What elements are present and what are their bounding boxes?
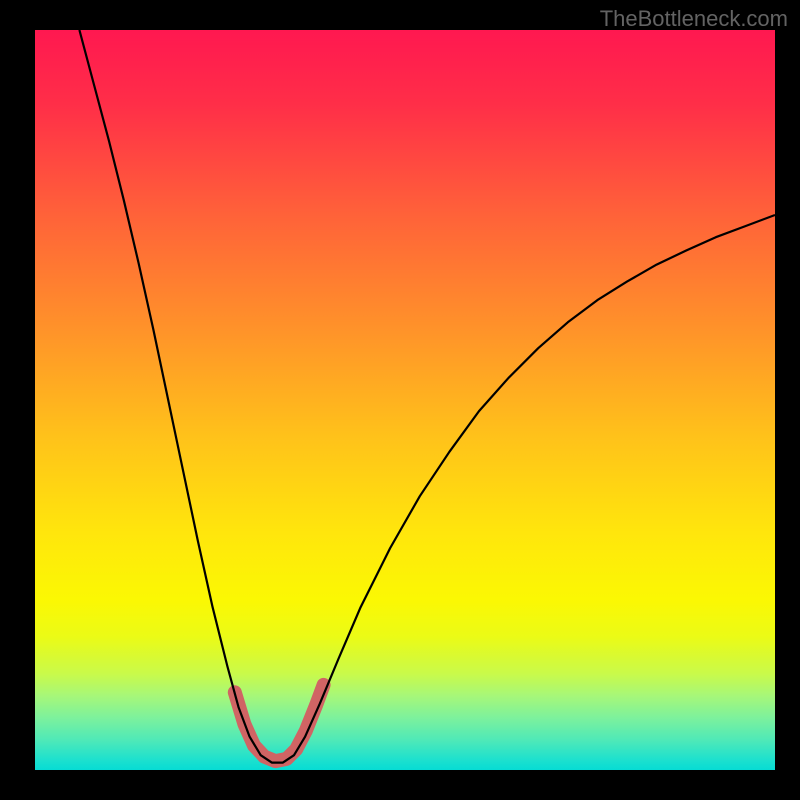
stage: TheBottleneck.com [0,0,800,800]
plot-background [35,30,775,770]
bottleneck-chart [0,0,800,800]
watermark-text: TheBottleneck.com [600,6,788,32]
